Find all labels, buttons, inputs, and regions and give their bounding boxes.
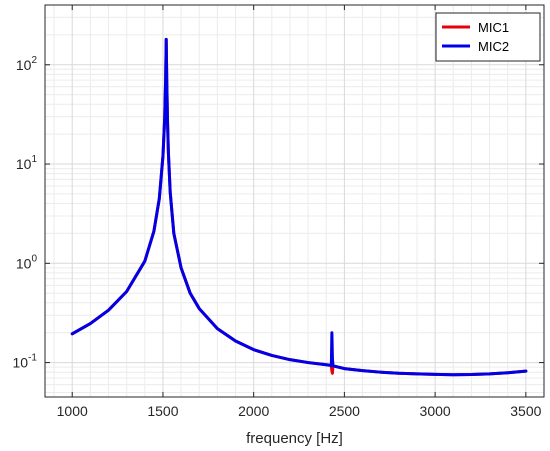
y-tick-label-base: 10 xyxy=(16,156,32,172)
grid xyxy=(45,4,545,397)
y-tick-label-exponent: -1 xyxy=(28,353,37,364)
x-tick-label: 2000 xyxy=(238,403,269,419)
y-tick-label: 102 xyxy=(16,55,38,73)
x-tick-label: 2500 xyxy=(329,403,360,419)
y-tick-label: 101 xyxy=(16,154,38,172)
x-tick-labels: 1000 1500 2000 2500 3000 3500 xyxy=(57,403,542,419)
y-tick-label-base: 10 xyxy=(13,355,29,371)
y-tick-label: 10-1 xyxy=(13,353,38,371)
y-tick-label-exponent: 0 xyxy=(31,253,37,264)
x-tick-label: 3500 xyxy=(510,403,541,419)
x-tick-label: 3000 xyxy=(420,403,451,419)
y-tick-label-exponent: 2 xyxy=(31,55,37,66)
y-tick-label-base: 10 xyxy=(16,255,32,271)
plot-background xyxy=(45,5,544,397)
axes xyxy=(44,4,545,398)
legend-label-mic1: MIC1 xyxy=(478,20,509,35)
x-tick-label: 1000 xyxy=(57,403,88,419)
series-line-mic2 xyxy=(70,37,528,377)
y-tick-label-exponent: 1 xyxy=(31,154,37,165)
legend: MIC1 MIC2 xyxy=(435,12,541,62)
legend-label-mic2: MIC2 xyxy=(478,39,509,54)
x-axis-label: frequency [Hz] xyxy=(246,430,343,447)
axes-frame xyxy=(44,4,545,398)
legend-box xyxy=(435,12,541,62)
series-lines xyxy=(70,37,528,377)
x-tick-label: 1500 xyxy=(147,403,178,419)
y-tick-label-base: 10 xyxy=(16,57,32,73)
plot-area xyxy=(45,5,544,397)
y-tick-label: 100 xyxy=(16,253,38,271)
